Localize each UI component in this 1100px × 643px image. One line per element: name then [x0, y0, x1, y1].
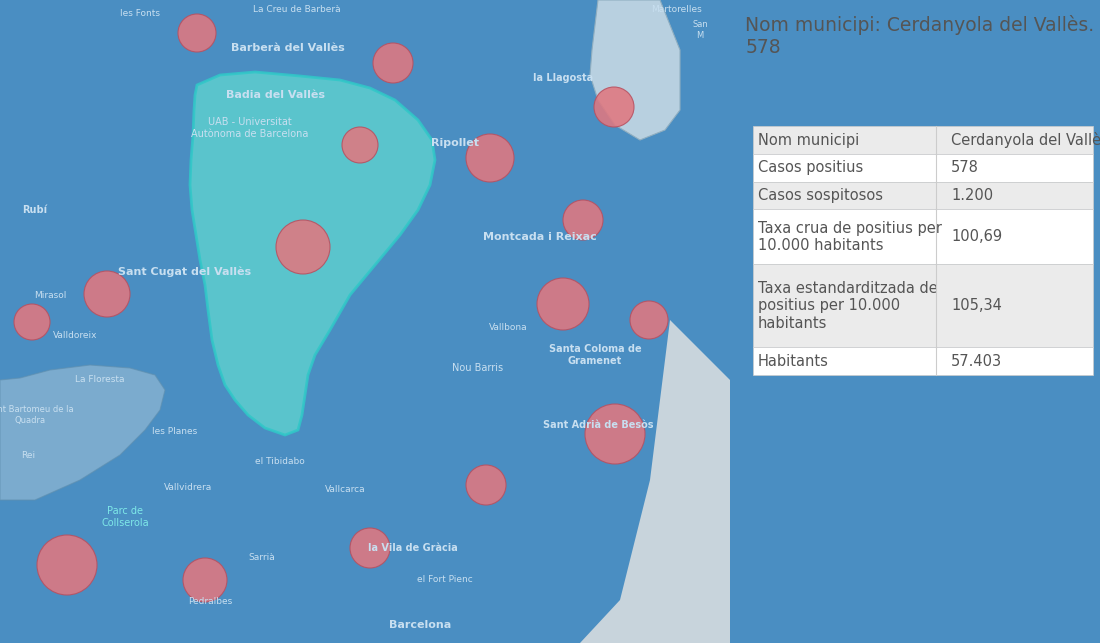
Text: Habitants: Habitants — [758, 354, 829, 368]
Circle shape — [466, 465, 506, 505]
Bar — [752, 264, 1092, 347]
Text: Nou Barris: Nou Barris — [452, 363, 504, 373]
Bar — [752, 347, 1092, 375]
Bar — [752, 181, 1092, 209]
Text: Barberà del Vallès: Barberà del Vallès — [231, 43, 345, 53]
Circle shape — [563, 200, 603, 240]
Text: Nom municipi: Nom municipi — [758, 132, 859, 148]
Text: Valldoreix: Valldoreix — [53, 331, 97, 340]
Text: Badia del Vallès: Badia del Vallès — [226, 90, 324, 100]
Text: Sant Bartomeu de la
Quadra: Sant Bartomeu de la Quadra — [0, 405, 74, 424]
Text: Casos positius: Casos positius — [758, 160, 864, 175]
Text: Martorelles: Martorelles — [650, 6, 702, 15]
Text: les Fonts: les Fonts — [120, 8, 160, 17]
Circle shape — [84, 271, 130, 317]
Text: Vallcarca: Vallcarca — [324, 485, 365, 494]
Text: Taxa crua de positius per
10.000 habitants: Taxa crua de positius per 10.000 habitan… — [758, 221, 942, 253]
Text: La Floresta: La Floresta — [75, 376, 124, 385]
Text: Casos sospitosos: Casos sospitosos — [758, 188, 883, 203]
Text: Montcada i Reixac: Montcada i Reixac — [483, 232, 597, 242]
Circle shape — [276, 220, 330, 274]
Text: Cerdanyola del Vallès: Cerdanyola del Vallès — [952, 132, 1100, 148]
Polygon shape — [0, 365, 165, 500]
Text: les Planes: les Planes — [153, 428, 198, 437]
Text: Vallbona: Vallbona — [488, 323, 527, 332]
Circle shape — [37, 535, 97, 595]
Circle shape — [466, 134, 514, 182]
Text: Nom municipi: Cerdanyola del Vallès. Positius:
578: Nom municipi: Cerdanyola del Vallès. Pos… — [745, 15, 1100, 57]
Circle shape — [537, 278, 588, 330]
Circle shape — [594, 87, 634, 127]
Bar — [752, 154, 1092, 181]
Bar — [752, 209, 1092, 264]
Text: UAB - Universitat
Autònoma de Barcelona: UAB - Universitat Autònoma de Barcelona — [191, 117, 309, 139]
Text: La Creu de Barberà: La Creu de Barberà — [253, 6, 341, 15]
Text: San
M: San M — [692, 21, 708, 40]
Circle shape — [183, 558, 227, 602]
Circle shape — [585, 404, 645, 464]
Text: Rubí: Rubí — [22, 205, 47, 215]
Polygon shape — [590, 0, 680, 140]
Text: 57.403: 57.403 — [952, 354, 1002, 368]
Text: la Llagosta: la Llagosta — [532, 73, 593, 83]
Polygon shape — [190, 72, 434, 435]
Circle shape — [14, 304, 50, 340]
Text: Sant Adrià de Besòs: Sant Adrià de Besòs — [542, 420, 653, 430]
Text: Sant Cugat del Vallès: Sant Cugat del Vallès — [119, 267, 252, 277]
Text: Taxa estandarditzada de
positius per 10.000
habitants: Taxa estandarditzada de positius per 10.… — [758, 281, 938, 331]
Text: Ripollet: Ripollet — [431, 138, 478, 148]
Text: Vallvidrera: Vallvidrera — [164, 484, 212, 493]
Text: Sarrià: Sarrià — [249, 552, 275, 561]
Text: la Vila de Gràcia: la Vila de Gràcia — [368, 543, 458, 553]
Text: el Tibidabo: el Tibidabo — [255, 458, 305, 467]
Text: 578: 578 — [952, 160, 979, 175]
Text: el Fort Pienc: el Fort Pienc — [417, 575, 473, 584]
Text: 1.200: 1.200 — [952, 188, 993, 203]
Text: Parc de
Collserola: Parc de Collserola — [101, 506, 148, 528]
Text: Barcelona: Barcelona — [389, 620, 451, 630]
Text: Rei: Rei — [21, 451, 35, 460]
Text: Mirasol: Mirasol — [34, 291, 66, 300]
Text: 105,34: 105,34 — [952, 298, 1002, 313]
Circle shape — [630, 301, 668, 339]
Text: Santa Coloma de
Gramenet: Santa Coloma de Gramenet — [549, 344, 641, 366]
Polygon shape — [510, 320, 730, 643]
Circle shape — [342, 127, 378, 163]
Text: Pedralbes: Pedralbes — [188, 597, 232, 606]
Bar — [752, 126, 1092, 154]
Circle shape — [373, 43, 412, 83]
Text: 100,69: 100,69 — [952, 230, 1002, 244]
Circle shape — [178, 14, 216, 52]
Circle shape — [350, 528, 390, 568]
